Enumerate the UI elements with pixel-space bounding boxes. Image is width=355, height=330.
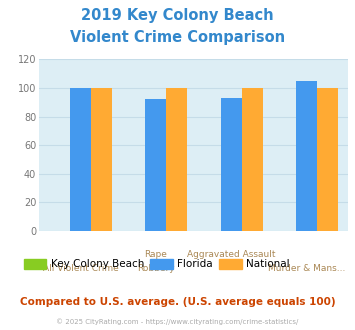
Text: All Violent Crime: All Violent Crime bbox=[43, 264, 118, 273]
Bar bbox=[91, 88, 112, 231]
Bar bbox=[166, 88, 187, 231]
Text: Violent Crime Comparison: Violent Crime Comparison bbox=[70, 30, 285, 45]
Text: Compared to U.S. average. (U.S. average equals 100): Compared to U.S. average. (U.S. average … bbox=[20, 297, 335, 307]
Text: Murder & Mans...: Murder & Mans... bbox=[268, 264, 345, 273]
Text: Aggravated Assault: Aggravated Assault bbox=[187, 250, 275, 259]
Bar bbox=[70, 88, 91, 231]
Text: © 2025 CityRating.com - https://www.cityrating.com/crime-statistics/: © 2025 CityRating.com - https://www.city… bbox=[56, 318, 299, 325]
Legend: Key Colony Beach, Florida, National: Key Colony Beach, Florida, National bbox=[20, 255, 294, 274]
Text: 2019 Key Colony Beach: 2019 Key Colony Beach bbox=[81, 8, 274, 23]
Text: Robbery: Robbery bbox=[137, 264, 175, 273]
Bar bbox=[242, 88, 263, 231]
Bar bbox=[220, 98, 242, 231]
Text: Rape: Rape bbox=[144, 250, 167, 259]
Bar bbox=[317, 88, 338, 231]
Bar bbox=[296, 81, 317, 231]
Bar bbox=[145, 99, 166, 231]
